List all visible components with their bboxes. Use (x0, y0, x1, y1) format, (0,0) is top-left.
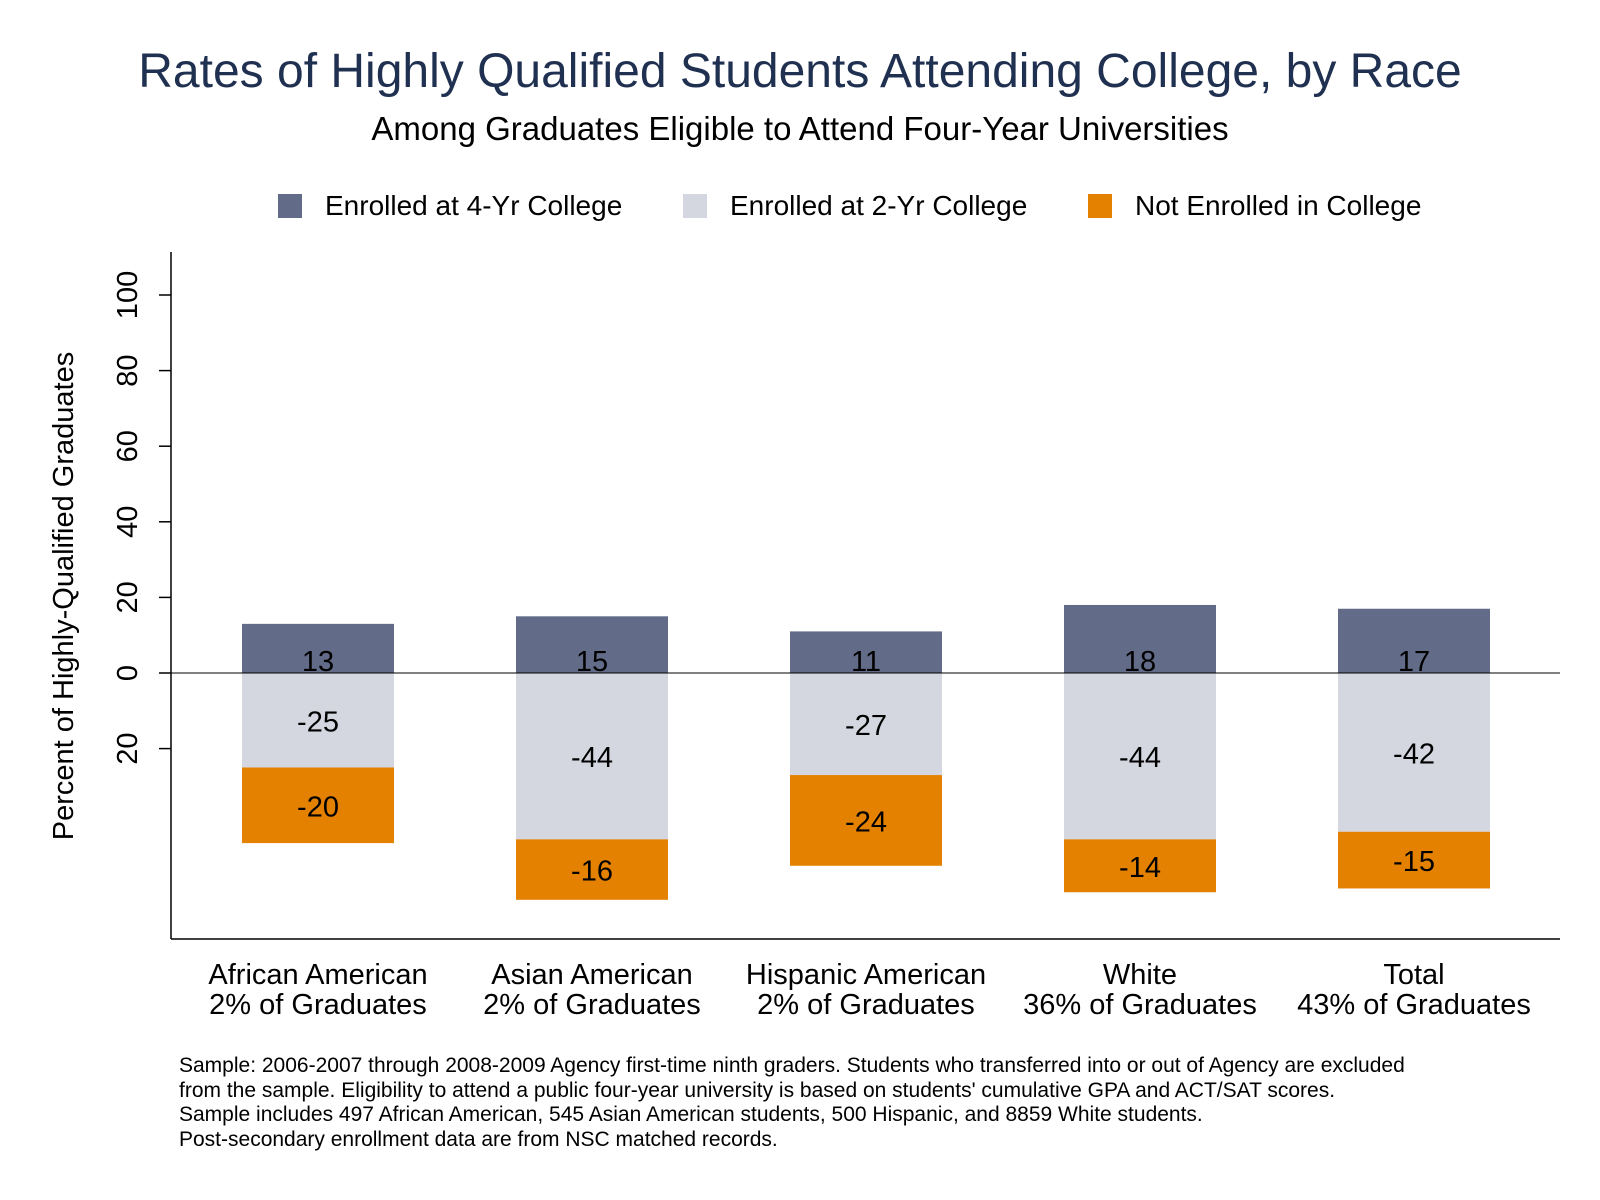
data-label-2yr-hispanic-american: -27 (845, 710, 887, 742)
footnote-line-3: Sample includes 497 African American, 54… (179, 1103, 1203, 1126)
axes-layer (170, 252, 1560, 940)
footnote: Sample: 2006-2007 through 2008-2009 Agen… (179, 1054, 1589, 1152)
y-ticks-layer: 100 80 60 40 20 0 20 (112, 271, 171, 765)
x-tick-sublabel-asian-american: 2% of Graduates (483, 989, 701, 1021)
data-label-2yr-african-american: -25 (297, 706, 339, 738)
data-label-not-enrolled-hispanic-american: -24 (845, 806, 887, 838)
footnote-line-2: from the sample. Eligibility to attend a… (179, 1078, 1336, 1102)
y-tick-label-80: 80 (112, 354, 144, 386)
bar-not-enrolled-african-american (242, 767, 394, 844)
x-tick-label-total: Total (1383, 959, 1444, 991)
footnote-line-1: Sample: 2006-2007 through 2008-2009 Agen… (179, 1054, 1405, 1077)
x-tick-sublabel-white: 36% of Graduates (1023, 989, 1257, 1021)
data-label-2yr-white: -44 (1119, 742, 1161, 774)
legend-label-not-enrolled: Not Enrolled in College (1135, 190, 1422, 221)
bar-2yr-asian-american (516, 673, 668, 840)
x-tick-sublabel-african-american: 2% of Graduates (209, 989, 427, 1021)
y-tick-label-20: 20 (112, 581, 144, 613)
y-tick-label--20: 20 (112, 732, 144, 764)
bar-4yr-hispanic-american (790, 631, 942, 673)
bar-2yr-total (1338, 673, 1490, 832)
bar-2yr-hispanic-american (790, 673, 942, 776)
bar-not-enrolled-hispanic-american (790, 775, 942, 866)
bar-4yr-asian-american (516, 616, 668, 673)
data-label-2yr-asian-american: -44 (571, 742, 613, 774)
bar-not-enrolled-asian-american (516, 839, 668, 900)
x-tick-label-asian-american: Asian American (491, 959, 693, 991)
y-tick-label-100: 100 (112, 271, 144, 319)
data-label-2yr-total: -42 (1393, 738, 1435, 770)
legend-swatch-not-enrolled (1088, 194, 1112, 218)
x-tick-label-white: White (1103, 959, 1177, 991)
x-tick-sublabel-total: 43% of Graduates (1297, 989, 1531, 1021)
x-tick-label-african-american: African American (208, 959, 427, 991)
bar-4yr-total (1338, 608, 1490, 673)
bar-4yr-african-american (242, 623, 394, 673)
y-tick-label-0: 0 (112, 665, 144, 681)
legend-label-2yr: Enrolled at 2-Yr College (730, 190, 1028, 221)
y-axis-label: Percent of Highly-Qualified Graduates (48, 352, 80, 840)
y-tick-label-40: 40 (112, 506, 144, 538)
bar-not-enrolled-white (1064, 839, 1216, 893)
bar-4yr-white (1064, 604, 1216, 673)
bar-2yr-white (1064, 673, 1216, 840)
legend-swatch-2yr (683, 194, 707, 218)
y-tick-label-60: 60 (112, 430, 144, 462)
data-label-not-enrolled-white: -14 (1119, 852, 1161, 884)
footnote-line-4: Post-secondary enrollment data are from … (179, 1127, 778, 1151)
chart-title: Rates of Highly Qualified Students Atten… (138, 45, 1462, 98)
data-label-not-enrolled-total: -15 (1393, 846, 1435, 878)
legend-label-4yr: Enrolled at 4-Yr College (325, 190, 623, 221)
x-tick-sublabel-hispanic-american: 2% of Graduates (757, 989, 975, 1021)
x-tick-label-hispanic-american: Hispanic American (746, 959, 986, 991)
bars-layer (242, 604, 1490, 900)
data-label-not-enrolled-african-american: -20 (297, 791, 339, 823)
legend-swatch-4yr (278, 194, 302, 218)
data-label-not-enrolled-asian-american: -16 (571, 856, 613, 888)
bar-not-enrolled-total (1338, 831, 1490, 889)
bar-2yr-african-american (242, 673, 394, 768)
chart-subtitle: Among Graduates Eligible to Attend Four-… (371, 110, 1229, 147)
